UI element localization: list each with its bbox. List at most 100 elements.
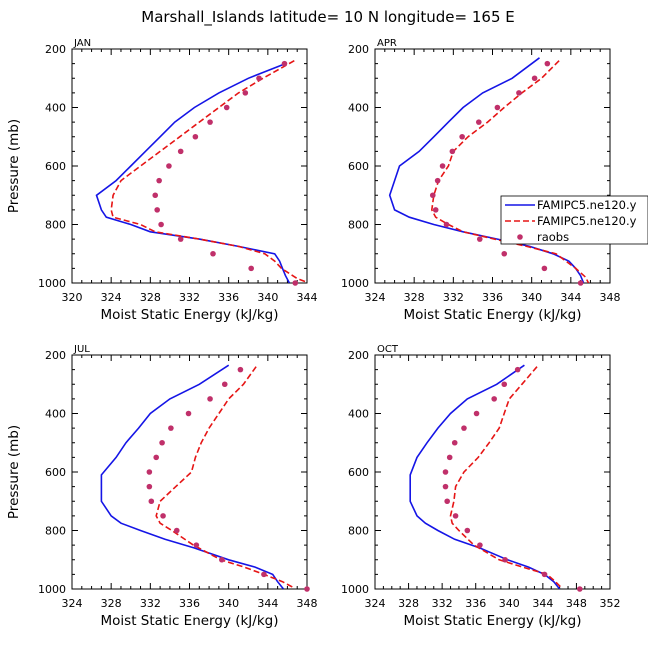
- raobs-point: [464, 527, 471, 534]
- legend-label: raobs: [537, 230, 569, 244]
- y-tick-label: 1000: [38, 583, 66, 596]
- raobs-point: [541, 265, 548, 272]
- y-tick-label: 600: [45, 160, 66, 173]
- x-tick-label: 344: [532, 597, 553, 610]
- x-tick-label: 336: [218, 291, 239, 304]
- raobs-point: [261, 571, 267, 578]
- raobs-point: [452, 513, 459, 519]
- x-tick-label: 344: [560, 291, 581, 304]
- raobs-point: [168, 425, 174, 431]
- x-tick-label: 328: [140, 291, 161, 304]
- series-line-solid: [100, 364, 285, 589]
- raobs-point: [207, 119, 213, 125]
- y-tick-label: 400: [45, 102, 66, 115]
- raobs-point: [514, 366, 521, 373]
- x-tick-label: 328: [398, 597, 419, 610]
- x-tick-label: 352: [600, 597, 621, 610]
- raobs-point: [429, 192, 436, 199]
- x-tick-label: 332: [443, 291, 464, 304]
- raobs-point: [477, 542, 483, 548]
- y-tick-label: 1000: [341, 583, 369, 596]
- raobs-point: [442, 483, 449, 490]
- raobs-point: [434, 177, 441, 184]
- x-tick-label: 324: [62, 597, 83, 610]
- y-tick-label: 200: [45, 43, 66, 56]
- series-line-dashed: [449, 366, 562, 589]
- y-tick-label: 600: [348, 466, 369, 479]
- x-axis-label: Moist Static Energy (kJ/kg): [101, 613, 279, 629]
- legend-swatch-marker: [517, 234, 523, 240]
- x-tick-label: 328: [101, 597, 122, 610]
- y-tick-label: 800: [348, 525, 369, 538]
- raobs-point: [491, 396, 497, 402]
- x-tick-label: 320: [62, 291, 83, 304]
- raobs-point: [443, 221, 450, 228]
- y-tick-label: 200: [45, 349, 66, 362]
- x-tick-label: 332: [179, 291, 200, 304]
- legend: FAMIPC5.ne120.y FAMIPC5.ne120.y raobs: [500, 195, 648, 245]
- y-tick-label: 600: [348, 160, 369, 173]
- raobs-point: [177, 148, 184, 155]
- raobs-point: [281, 60, 288, 67]
- raobs-point: [446, 454, 453, 461]
- y-tick-label: 800: [45, 219, 66, 232]
- raobs-point: [242, 90, 249, 96]
- plot-frame: [374, 48, 611, 284]
- panel-apr: 324 328 332 336 340 344 348 200 400 600 800 1000 APR…: [341, 38, 621, 323]
- raobs-point: [223, 104, 230, 111]
- raobs-point: [544, 60, 551, 67]
- x-tick-label: 324: [365, 597, 386, 610]
- raobs-point: [153, 454, 160, 461]
- raobs-point: [207, 396, 213, 402]
- x-tick-label: 348: [600, 291, 621, 304]
- raobs-point: [158, 221, 164, 228]
- x-tick-label: 340: [499, 597, 520, 610]
- x-axis-label: Moist Static Energy (kJ/kg): [404, 307, 582, 323]
- raobs-point: [237, 366, 244, 373]
- x-tick-label: 336: [179, 597, 200, 610]
- raobs-point: [177, 236, 184, 242]
- y-axis-label: Pressure (mb): [6, 425, 22, 519]
- raobs-point: [173, 527, 180, 534]
- raobs-point: [219, 556, 225, 563]
- raobs-point: [473, 410, 480, 417]
- panel-oct: 324 328 332 336 340 344 348 352 200 400 600 800 1000…: [341, 344, 621, 629]
- raobs-point: [156, 177, 162, 184]
- raobs-point: [159, 439, 165, 446]
- raobs-point: [502, 556, 508, 563]
- panel-title: APR: [377, 38, 397, 49]
- raobs-point: [256, 75, 262, 82]
- raobs-point: [146, 469, 153, 475]
- y-tick-label: 800: [348, 219, 369, 232]
- x-tick-label: 340: [521, 291, 542, 304]
- x-axis-label: Moist Static Energy (kJ/kg): [101, 307, 279, 323]
- series-line-dashed: [110, 60, 306, 283]
- series-line-solid: [388, 57, 585, 283]
- plot-frame: [71, 48, 308, 284]
- x-tick-label: 340: [257, 291, 278, 304]
- x-tick-label: 328: [404, 291, 425, 304]
- y-tick-label: 1000: [38, 277, 66, 290]
- raobs-point: [304, 586, 310, 592]
- x-tick-label: 344: [297, 291, 318, 304]
- raobs-point: [193, 542, 200, 548]
- series-line-dashed: [430, 60, 590, 283]
- x-tick-label: 348: [297, 597, 318, 610]
- y-tick-label: 800: [45, 525, 66, 538]
- x-tick-label: 324: [365, 291, 386, 304]
- x-tick-label: 348: [566, 597, 587, 610]
- raobs-point: [577, 280, 584, 286]
- y-tick-label: 600: [45, 466, 66, 479]
- y-tick-label: 400: [348, 408, 369, 421]
- raobs-point: [152, 192, 159, 199]
- x-tick-label: 336: [482, 291, 503, 304]
- raobs-point: [439, 163, 446, 169]
- figure-title: Marshall_Islands latitude= 10 N longitud…: [141, 8, 514, 27]
- panels: 320 324 328 332 336 340 344 200 400 600 800 1000 JAN…: [6, 38, 621, 629]
- raobs-point: [501, 250, 508, 257]
- raobs-point: [442, 469, 449, 475]
- y-tick-label: 1000: [341, 277, 369, 290]
- raobs-point: [292, 280, 299, 286]
- raobs-point: [210, 250, 216, 257]
- raobs-point: [501, 381, 508, 388]
